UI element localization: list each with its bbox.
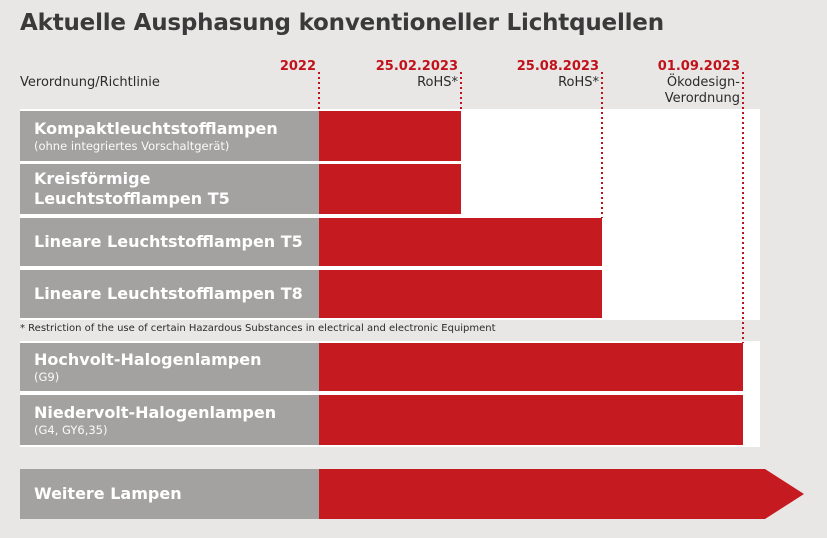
lamp-type-note: (G9) <box>34 370 60 384</box>
phase-bar <box>319 218 602 266</box>
milestone-date: 01.09.2023 <box>657 59 740 74</box>
column-header: Verordnung/Richtlinie <box>20 75 160 90</box>
milestone-label: RoHS* <box>417 75 458 90</box>
row-label: Kreisförmige Leuchtstofflampen T5 <box>20 164 319 214</box>
milestone-label: RoHS* <box>558 75 599 90</box>
milestone-label: Ökodesign- Verordnung <box>664 75 740 106</box>
row-label: Lineare Leuchtstofflampen T8 <box>20 270 319 318</box>
phase-bar <box>319 395 743 445</box>
phase-bar <box>319 270 602 318</box>
row-label: Lineare Leuchtstofflampen T5 <box>20 218 319 266</box>
milestone-date: 25.08.2023 <box>516 59 599 74</box>
phase-arrow-bar <box>319 469 804 519</box>
chart-title: Aktuelle Ausphasung konventioneller Lich… <box>20 10 664 36</box>
phase-bar <box>319 111 461 161</box>
phase-bar <box>319 343 743 391</box>
lamp-type-name: Kreisförmige Leuchtstofflampen T5 <box>34 169 230 208</box>
milestone-date: 2022 <box>279 59 316 74</box>
footnote: * Restriction of the use of certain Haza… <box>20 323 496 334</box>
milestone-date: 25.02.2023 <box>375 59 458 74</box>
phase-bar <box>319 164 461 214</box>
lamp-type-name: Lineare Leuchtstofflampen T8 <box>34 284 303 303</box>
lamp-type-note: (G4, GY6,35) <box>34 423 108 437</box>
lamp-type-note: (ohne integriertes Vorschaltgerät) <box>34 139 230 153</box>
row-label: Hochvolt-Halogenlampen (G9) <box>20 343 319 391</box>
lamp-type-name: Niedervolt-Halogenlampen <box>34 403 277 422</box>
lamp-type-name: Lineare Leuchtstofflampen T5 <box>34 232 303 251</box>
row-label: Niedervolt-Halogenlampen (G4, GY6,35) <box>20 395 319 445</box>
lamp-type-name: Hochvolt-Halogenlampen <box>34 350 262 369</box>
row-label: Kompaktleuchtstofflampen (ohne integriert… <box>20 111 319 161</box>
lamp-type-name: Kompaktleuchtstofflampen <box>34 119 278 138</box>
row-label: Weitere Lampen <box>20 469 319 519</box>
lamp-type-name: Weitere Lampen <box>34 484 182 503</box>
